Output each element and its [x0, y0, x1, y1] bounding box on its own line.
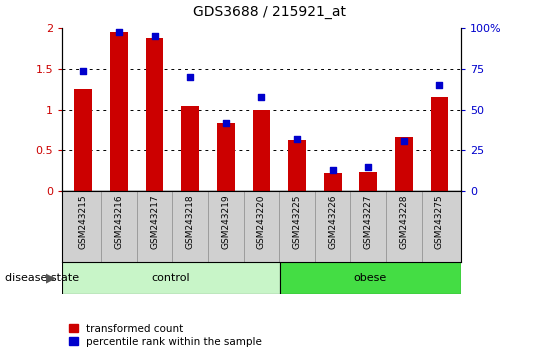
Point — [293, 136, 301, 142]
Bar — [252, 110, 271, 191]
Text: control: control — [151, 273, 190, 283]
Point — [222, 120, 230, 126]
Bar — [217, 123, 234, 191]
Bar — [181, 107, 199, 191]
Bar — [288, 140, 306, 191]
Text: ▶: ▶ — [46, 272, 56, 284]
Legend: transformed count, percentile rank within the sample: transformed count, percentile rank withi… — [67, 321, 264, 349]
Point — [150, 34, 159, 39]
Text: GSM243220: GSM243220 — [257, 195, 266, 249]
Text: GSM243227: GSM243227 — [364, 195, 373, 249]
Point — [257, 94, 266, 99]
Bar — [324, 173, 342, 191]
Text: disease state: disease state — [5, 273, 80, 283]
Bar — [146, 38, 163, 191]
Text: GSM243215: GSM243215 — [79, 195, 88, 249]
Text: GSM243217: GSM243217 — [150, 195, 159, 249]
Bar — [110, 32, 128, 191]
Text: GSM243218: GSM243218 — [186, 195, 195, 249]
Bar — [74, 89, 92, 191]
Point — [328, 167, 337, 173]
Bar — [431, 97, 448, 191]
Bar — [62, 262, 280, 294]
Bar — [360, 172, 377, 191]
Text: obese: obese — [354, 273, 387, 283]
Point — [399, 138, 408, 143]
Point — [186, 74, 195, 80]
Bar — [280, 262, 461, 294]
Point — [115, 29, 123, 34]
Point — [435, 82, 444, 88]
Point — [364, 164, 372, 170]
Text: GSM243216: GSM243216 — [114, 195, 123, 249]
Text: GSM243275: GSM243275 — [435, 195, 444, 249]
Text: GSM243225: GSM243225 — [293, 195, 301, 249]
Point — [79, 68, 88, 74]
Text: GSM243228: GSM243228 — [399, 195, 409, 249]
Text: GDS3688 / 215921_at: GDS3688 / 215921_at — [193, 5, 346, 19]
Text: GSM243219: GSM243219 — [222, 195, 230, 249]
Bar — [395, 137, 413, 191]
Text: GSM243226: GSM243226 — [328, 195, 337, 249]
